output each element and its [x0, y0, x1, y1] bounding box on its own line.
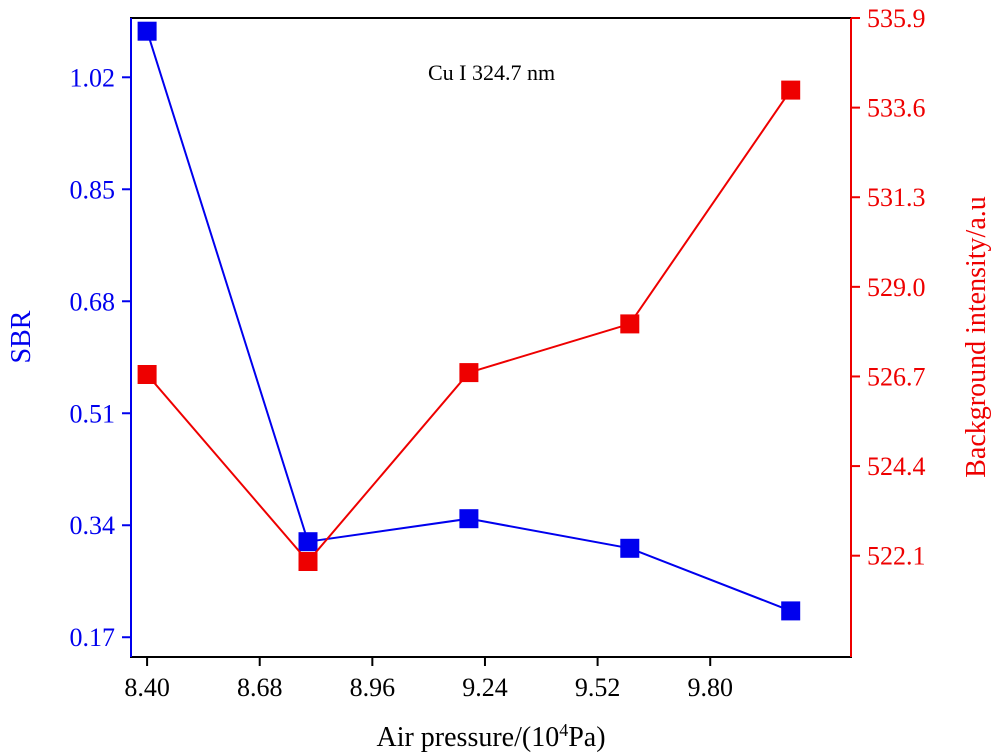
- x-axis-title-main: Air pressure/(10: [376, 722, 559, 753]
- plot-frame: [130, 17, 852, 658]
- y-tick-left-label: 0.17: [70, 623, 116, 652]
- x-axis-title-superscript: 4: [559, 720, 568, 740]
- y-tick-left-label: 0.34: [70, 511, 116, 540]
- y-axis-title-right: Background intensity/a.u: [961, 196, 992, 478]
- y-tick-right-label: 533.6: [867, 94, 926, 123]
- x-axis-title-suffix: Pa): [568, 722, 605, 753]
- y-tick-left-label: 0.68: [70, 287, 116, 316]
- data-point-right: [781, 80, 801, 100]
- data-point-left: [298, 532, 318, 552]
- ticks: 0.17 0.34 0.51 0.68 0.85 1.02 522.1 524.4 526.7 5…: [70, 4, 926, 702]
- data-point-left: [137, 21, 157, 41]
- x-tick-label: 8.96: [350, 673, 396, 702]
- y-axis-title-left: SBR: [6, 310, 37, 363]
- x-tick-label: 9.24: [462, 673, 508, 702]
- data-point-right: [620, 314, 640, 334]
- series-line-right: [146, 89, 792, 564]
- y-tick-right-label: 531.3: [867, 183, 926, 212]
- y-tick-right-label: 529.0: [867, 273, 926, 302]
- data-point-left: [620, 538, 640, 558]
- data-point-right: [137, 365, 157, 384]
- y-tick-left-label: 0.85: [70, 175, 116, 204]
- y-tick-left-label: 1.02: [70, 63, 116, 92]
- x-tick-label: 8.40: [124, 673, 170, 702]
- y-tick-right-label: 524.4: [867, 452, 926, 481]
- data-point-right: [459, 363, 479, 383]
- y-tick-left-label: 0.51: [70, 399, 116, 428]
- data-point-left: [781, 601, 801, 621]
- axes: [130, 17, 852, 658]
- data-point-right: [298, 552, 318, 571]
- y-tick-right-label: 526.7: [867, 362, 926, 391]
- x-tick-label: 8.68: [237, 673, 283, 702]
- series: [137, 21, 801, 621]
- x-axis-title: Air pressure/(104Pa): [376, 720, 605, 753]
- x-tick-label: 9.52: [575, 673, 621, 702]
- y-tick-right-label: 522.1: [867, 542, 926, 571]
- data-point-left: [459, 509, 479, 529]
- x-tick-label: 9.80: [687, 673, 733, 702]
- annotation-label: Cu I 324.7 nm: [428, 60, 555, 85]
- y-tick-right-label: 535.9: [867, 4, 926, 33]
